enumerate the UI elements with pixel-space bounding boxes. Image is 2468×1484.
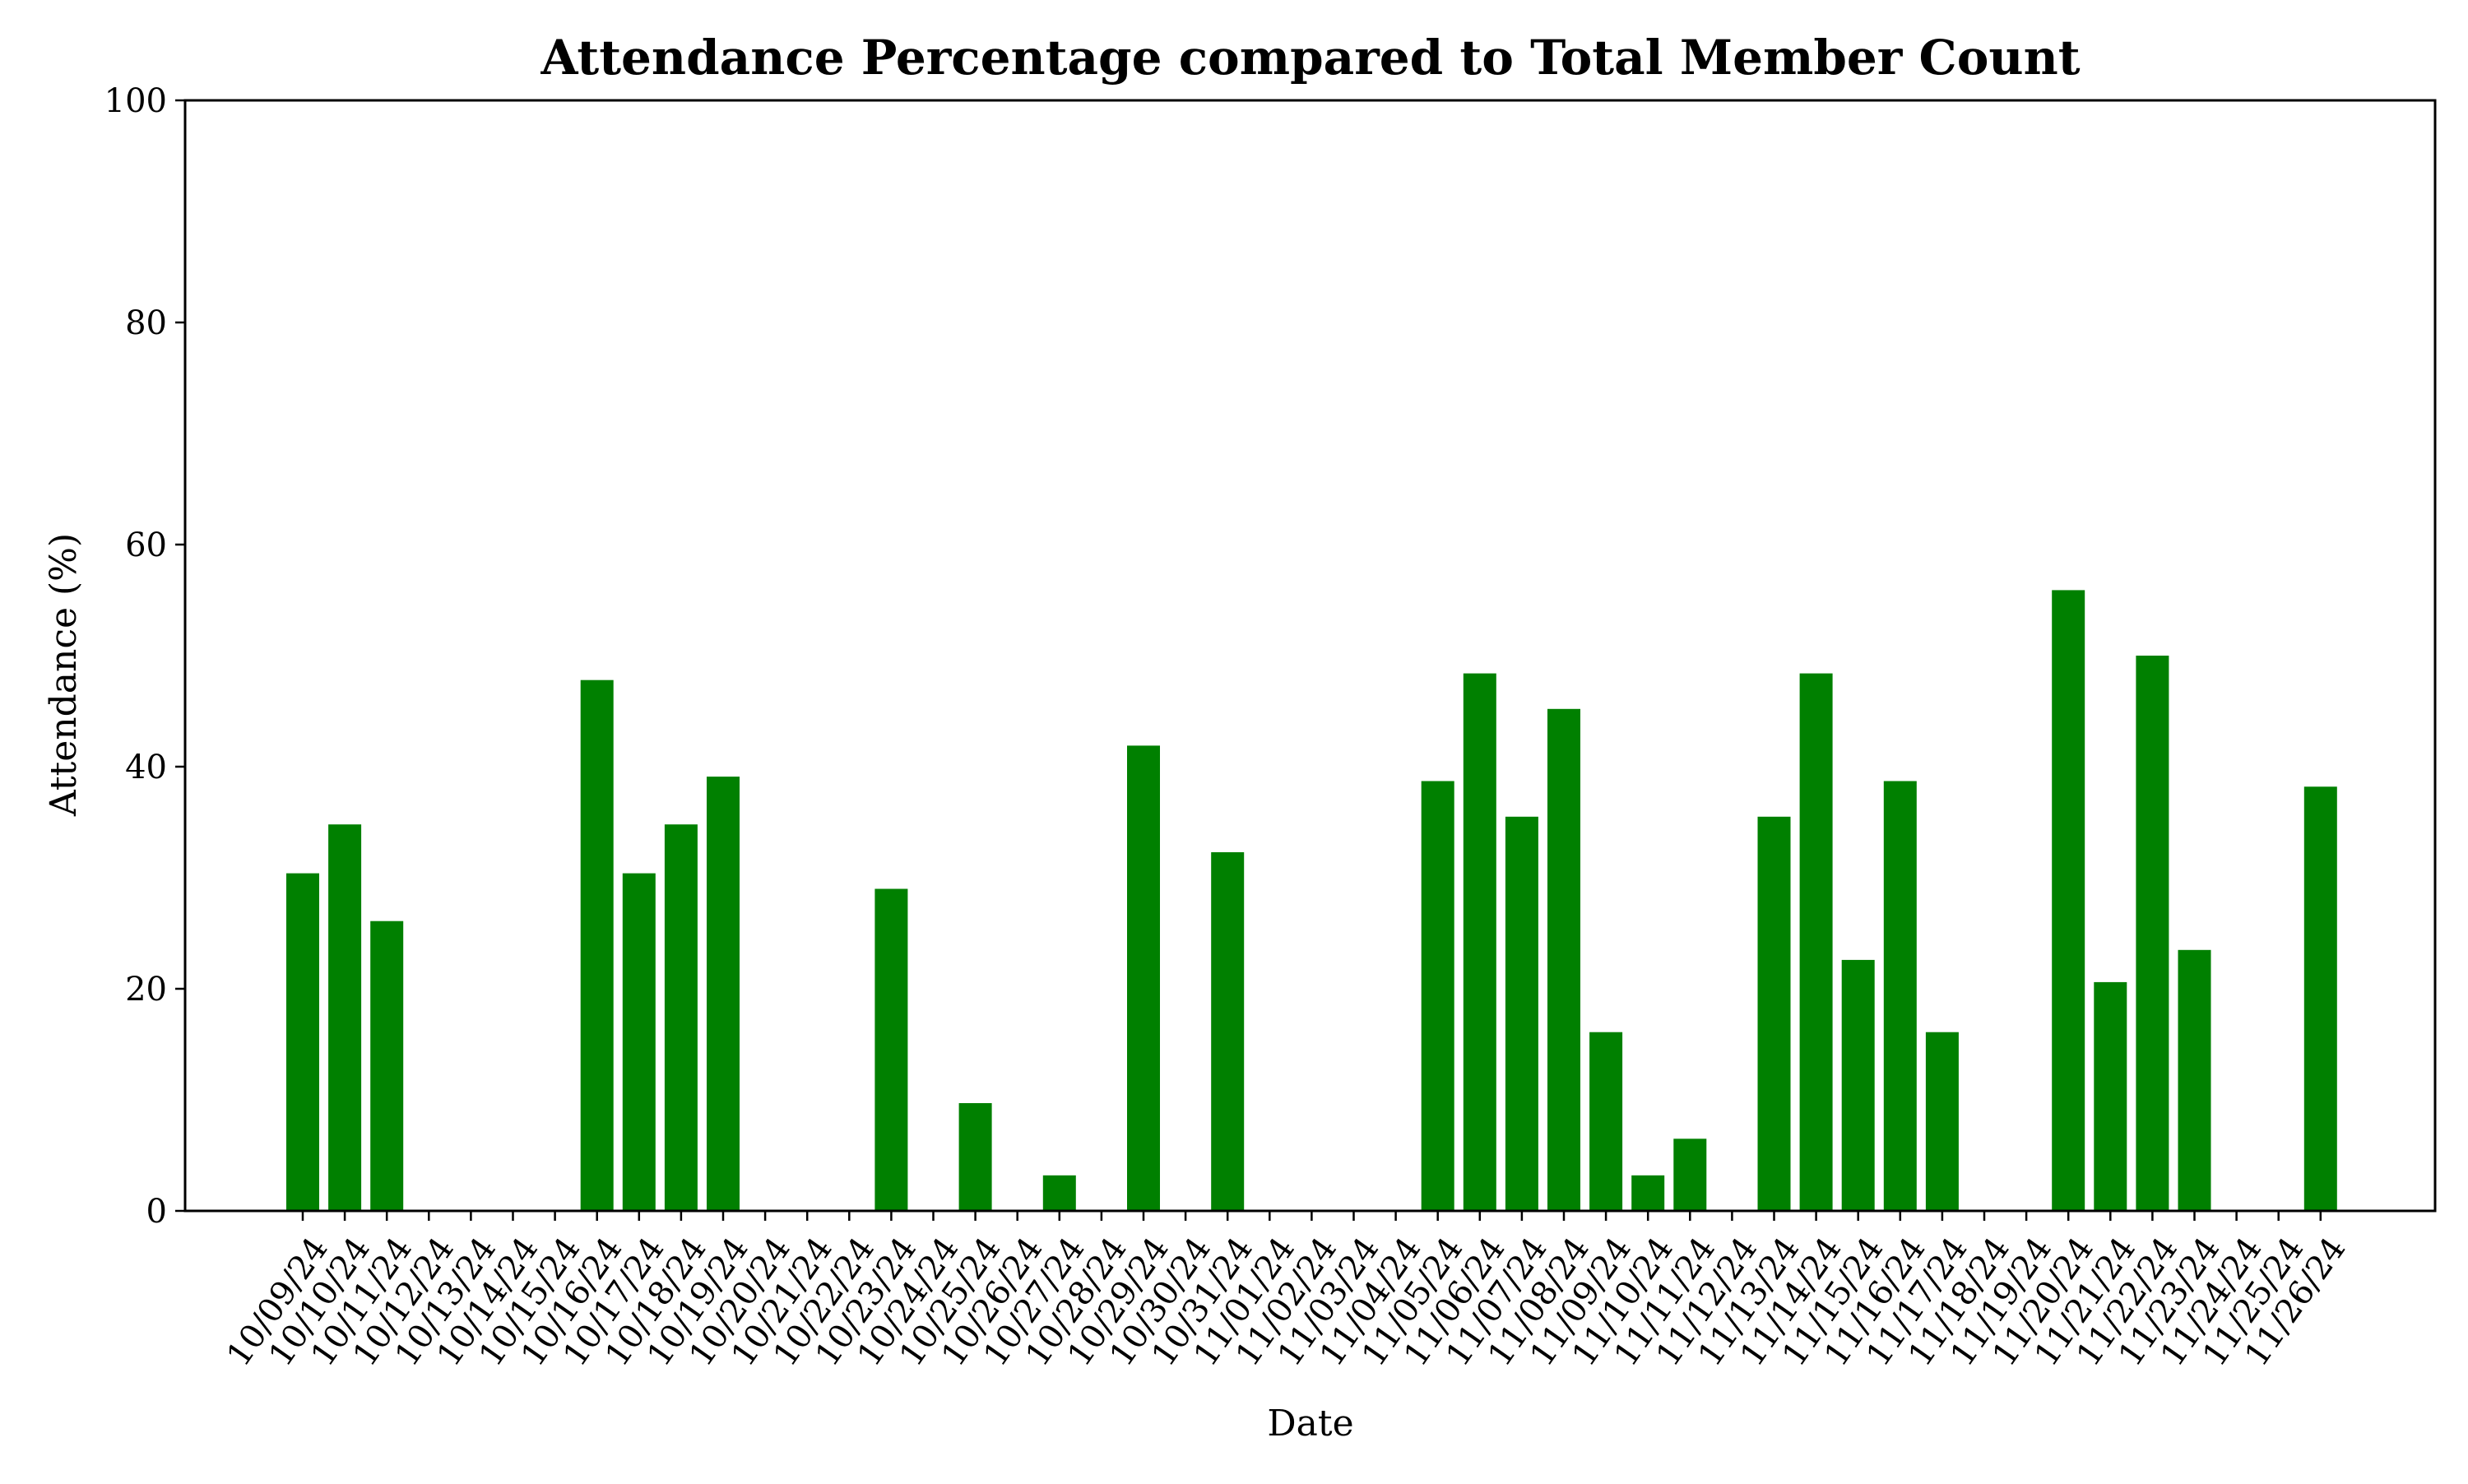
x-axis-label: Date <box>1267 1403 1353 1445</box>
y-axis-label: Attendance (%) <box>43 533 85 817</box>
bar-10/27/24 <box>1042 1175 1076 1211</box>
bar-11/10/24 <box>1631 1175 1665 1211</box>
bar-10/17/24 <box>622 873 656 1211</box>
bar-11/16/24 <box>1883 781 1917 1211</box>
bar-11/26/24 <box>2303 786 2337 1211</box>
bar-11/07/24 <box>1505 816 1538 1212</box>
bar-10/18/24 <box>664 824 698 1211</box>
bar-10/11/24 <box>370 921 404 1211</box>
x-axis: 10/09/2410/10/2410/11/2410/12/2410/13/24… <box>220 1211 2354 1373</box>
y-tick-label: 100 <box>104 82 167 120</box>
bar-11/13/24 <box>1757 816 1791 1212</box>
chart-title: Attendance Percentage compared to Total … <box>540 30 2080 86</box>
bar-10/10/24 <box>328 824 362 1211</box>
bar-10/29/24 <box>1127 745 1160 1211</box>
bar-10/23/24 <box>874 888 908 1211</box>
y-tick-label: 20 <box>125 971 167 1009</box>
bar-11/17/24 <box>1925 1032 1959 1211</box>
bar-10/31/24 <box>1211 852 1245 1211</box>
bar-11/08/24 <box>1547 708 1580 1211</box>
bar-11/20/24 <box>2052 590 2085 1211</box>
plot-frame <box>183 99 2437 1213</box>
bar-11/14/24 <box>1799 673 1833 1211</box>
y-tick-label: 40 <box>125 749 167 786</box>
bar-10/09/24 <box>286 873 319 1211</box>
bar-11/11/24 <box>1673 1139 1707 1212</box>
bars-group <box>286 590 2337 1212</box>
bar-11/23/24 <box>2178 949 2211 1212</box>
bar-11/05/24 <box>1421 781 1454 1211</box>
bar-11/21/24 <box>2094 981 2127 1211</box>
y-tick-label: 0 <box>146 1193 167 1231</box>
bar-10/19/24 <box>707 777 740 1211</box>
bar-11/09/24 <box>1589 1032 1623 1211</box>
bar-11/15/24 <box>1841 959 1875 1211</box>
y-tick-label: 60 <box>125 526 167 564</box>
bar-10/25/24 <box>958 1103 992 1211</box>
bar-11/22/24 <box>2136 656 2169 1211</box>
bar-10/16/24 <box>580 679 614 1211</box>
y-tick-label: 80 <box>125 304 167 342</box>
y-axis: 0 20 40 60 80 100 <box>104 82 185 1231</box>
bar-11/06/24 <box>1463 673 1496 1211</box>
